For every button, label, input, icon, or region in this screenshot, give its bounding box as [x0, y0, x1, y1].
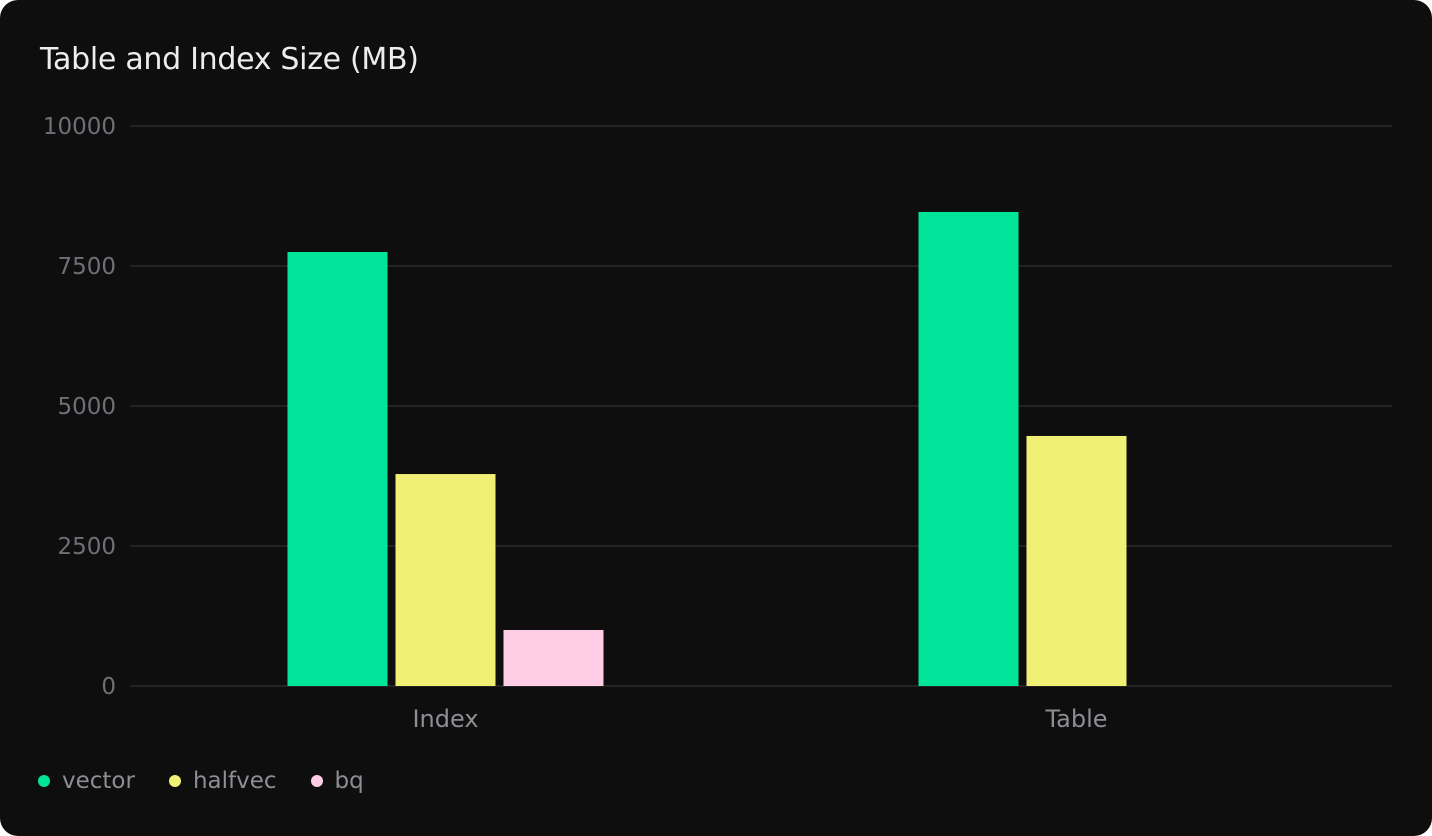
- legend: vector halfvec bq: [38, 768, 364, 794]
- legend-item-vector[interactable]: vector: [38, 768, 135, 794]
- legend-item-halfvec[interactable]: halfvec: [168, 768, 277, 794]
- legend-label: vector: [62, 768, 135, 794]
- legend-label: bq: [334, 768, 364, 794]
- x-tick-label: Index: [412, 705, 478, 733]
- bar-vector-table: [918, 211, 1019, 686]
- bar-halfvec-index: [395, 474, 496, 686]
- bar-halfvec-table: [1026, 435, 1127, 686]
- bar-vector-index: [287, 252, 388, 686]
- y-tick-label: 10000: [43, 114, 116, 140]
- bar-bq-index: [503, 630, 604, 686]
- x-tick-label: Table: [1044, 705, 1107, 733]
- y-tick-label: 0: [101, 674, 116, 700]
- chart-title: Table and Index Size (MB): [40, 42, 419, 77]
- y-tick-label: 2500: [57, 534, 116, 560]
- legend-dot-icon: [38, 775, 50, 787]
- legend-item-bq[interactable]: bq: [310, 768, 364, 794]
- legend-dot-icon: [310, 775, 323, 787]
- y-tick-label: 7500: [57, 254, 116, 280]
- legend-dot-icon: [168, 775, 181, 787]
- legend-label: halfvec: [192, 768, 277, 794]
- y-tick-label: 5000: [57, 394, 116, 420]
